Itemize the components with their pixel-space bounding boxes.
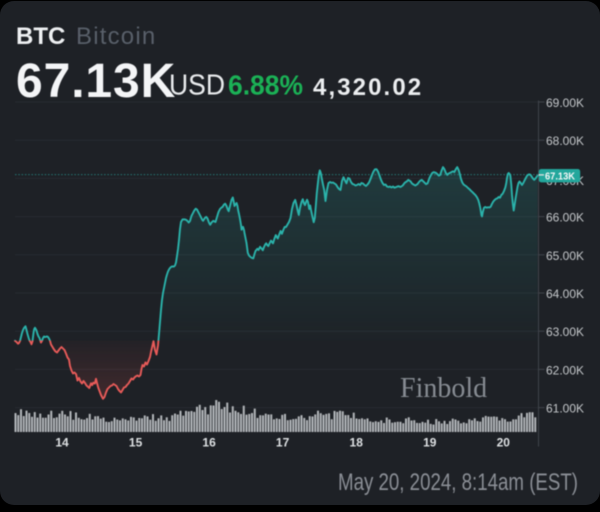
svg-text:BTC: BTC xyxy=(16,23,65,50)
svg-text:18: 18 xyxy=(350,436,364,450)
svg-text:17: 17 xyxy=(276,436,290,450)
svg-text:20: 20 xyxy=(497,436,511,450)
svg-text:64.00K: 64.00K xyxy=(546,287,584,301)
svg-text:68.00K: 68.00K xyxy=(546,134,584,148)
svg-text:USD: USD xyxy=(169,70,225,102)
svg-text:67.13K: 67.13K xyxy=(16,55,176,108)
svg-text:61.00K: 61.00K xyxy=(546,402,584,416)
svg-text:15: 15 xyxy=(129,436,143,450)
svg-text:19: 19 xyxy=(423,436,437,450)
svg-text:16: 16 xyxy=(202,436,216,450)
svg-text:63.00K: 63.00K xyxy=(546,325,584,339)
svg-text:Finbold: Finbold xyxy=(400,373,487,404)
svg-text:67.13K: 67.13K xyxy=(545,170,575,182)
svg-text:Bitcoin: Bitcoin xyxy=(76,23,156,50)
svg-text:66.00K: 66.00K xyxy=(546,211,584,225)
svg-text:4,320.02: 4,320.02 xyxy=(313,74,423,101)
svg-text:69.00K: 69.00K xyxy=(546,96,584,110)
svg-text:May 20, 2024, 8:14am (EST): May 20, 2024, 8:14am (EST) xyxy=(338,469,578,496)
svg-text:65.00K: 65.00K xyxy=(546,249,584,263)
svg-text:6.88%: 6.88% xyxy=(228,70,303,101)
svg-text:14: 14 xyxy=(55,436,69,450)
svg-text:62.00K: 62.00K xyxy=(546,363,584,377)
